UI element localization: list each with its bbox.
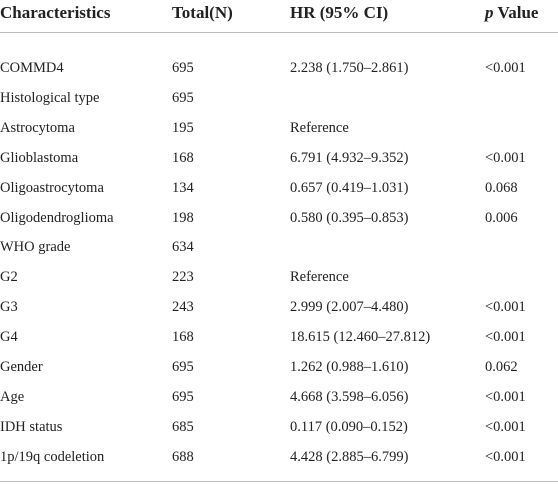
- header-word: Value: [497, 3, 539, 22]
- table-cell: 2.999 (2.007–4.480): [290, 299, 409, 316]
- table-cell: IDH status: [0, 418, 63, 435]
- table-cell: 1.262 (0.988–1.610): [290, 359, 409, 375]
- table-cell: Gender: [0, 359, 43, 375]
- table-cell: 695: [172, 60, 194, 76]
- table-cell: 1p/19q codeletion: [0, 448, 105, 465]
- table-cell: 695: [172, 359, 194, 375]
- table-cell: 634: [172, 239, 194, 256]
- table-cell: 695: [172, 388, 194, 405]
- table-cell: 0.006: [485, 209, 518, 226]
- header-symbol: p: [485, 3, 494, 22]
- table-cell: 4.428 (2.885–6.799): [290, 448, 409, 465]
- table-cell: <0.001: [485, 329, 526, 346]
- table-cell: <0.001: [485, 448, 526, 465]
- header-cell: HR (95% CI): [290, 3, 389, 22]
- table-cell: G2: [0, 269, 18, 286]
- table-cell: Oligodendroglioma: [0, 209, 114, 226]
- table-cell: 0.068: [485, 179, 518, 196]
- table-cell: 243: [172, 299, 194, 316]
- table-cell: <0.001: [485, 388, 526, 405]
- table-cell: G4: [0, 329, 18, 346]
- table-cell: 4.668 (3.598–6.056): [290, 388, 409, 405]
- table-cell: 685: [172, 418, 194, 435]
- table-cell: 168: [172, 149, 194, 166]
- table-cell: 18.615 (12.460–27.812): [290, 329, 431, 346]
- table-cell: Age: [0, 388, 25, 405]
- table-cell: Oligoastrocytoma: [0, 179, 104, 196]
- header-cell: p Value: [485, 4, 538, 22]
- table-cell: 195: [172, 119, 194, 136]
- table-cell: 0.062: [485, 359, 518, 375]
- table-cell: <0.001: [485, 299, 526, 316]
- table-cell: 198: [172, 209, 194, 226]
- table-cell: Glioblastoma: [0, 149, 79, 166]
- table-cell: G3: [0, 299, 18, 316]
- table-cell: 223: [172, 269, 194, 286]
- table-cell: 134: [172, 179, 194, 196]
- header-cell: Characteristics: [0, 3, 111, 22]
- table-cell: <0.001: [485, 60, 526, 76]
- table-cell: Astrocytoma: [0, 119, 75, 136]
- table-cell: 168: [172, 329, 194, 346]
- bottom-rule: [0, 481, 558, 482]
- table-cell: 6.791 (4.932–9.352): [290, 149, 409, 166]
- table-cell: <0.001: [485, 149, 526, 166]
- table-cell: 2.238 (1.750–2.861): [290, 60, 409, 76]
- table-cell: COMMD4: [0, 60, 64, 76]
- table-cell: 695: [172, 89, 194, 106]
- table-cell: Reference: [290, 269, 349, 286]
- table-cell: 688: [172, 448, 194, 465]
- table-cell: 0.580 (0.395–0.853): [290, 209, 409, 226]
- table-cell: Reference: [290, 119, 349, 136]
- table-cell: <0.001: [485, 418, 526, 435]
- header-cell: Total(N): [172, 3, 233, 22]
- table-cell: 0.657 (0.419–1.031): [290, 179, 409, 196]
- table-cell: 0.117 (0.090–0.152): [290, 418, 408, 435]
- header-rule: [0, 32, 558, 33]
- table-cell: WHO grade: [0, 239, 71, 256]
- table-cell: Histological type: [0, 89, 100, 106]
